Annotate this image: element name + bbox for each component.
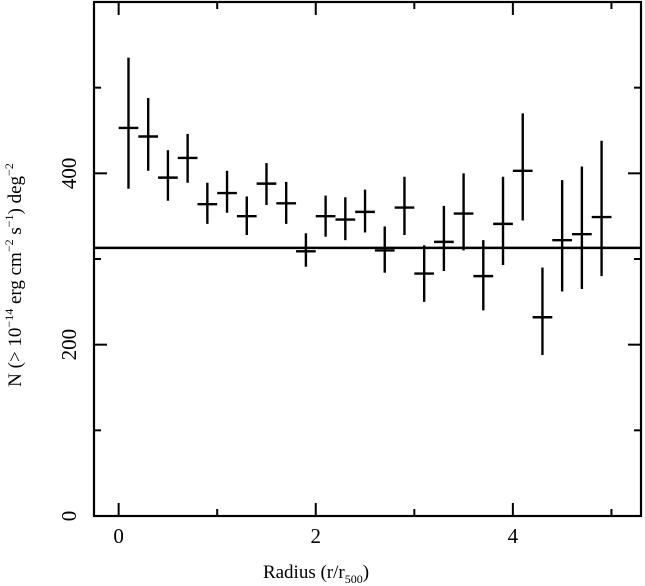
data-point [591, 140, 612, 277]
y-axis-label-part-5: −1 [2, 214, 16, 227]
x-tick-label-0: 0 [113, 524, 124, 548]
data-point [236, 196, 257, 236]
data-point [493, 176, 513, 265]
data-point [256, 163, 277, 206]
y-tick-label-1: 200 [57, 329, 81, 361]
y-tick-label-0: 0 [57, 511, 81, 522]
x-tick-label-2: 4 [508, 524, 519, 548]
data-point [572, 166, 592, 289]
x-tick-label-1: 2 [311, 524, 322, 548]
y-axis-label-part-2: erg cm [5, 252, 26, 309]
data-point [197, 182, 218, 224]
data-point [374, 226, 395, 273]
axis-ticks [94, 2, 641, 517]
y-axis-label-part-6: ) deg [5, 175, 26, 214]
data-point [355, 189, 375, 233]
data-point [414, 245, 435, 302]
data-point [177, 133, 198, 183]
tick-labels: 0 2 4 0 200 400 [57, 158, 519, 548]
x-axis-label-tail: ) [363, 562, 369, 583]
y-axis-label-part-7: −2 [2, 163, 16, 176]
y-axis-label-part-0: N (> 10 [5, 328, 26, 387]
data-point [315, 195, 336, 237]
y-tick-label-2: 400 [57, 158, 81, 190]
data-point [138, 97, 159, 171]
data-points [118, 57, 612, 355]
data-point [453, 173, 474, 251]
data-point [473, 240, 494, 311]
y-axis-label-part-3: −2 [2, 239, 16, 252]
data-point [532, 267, 553, 355]
data-point [118, 57, 139, 189]
x-axis-label-subscript: 500 [345, 572, 363, 586]
y-axis-label-part-1: −14 [2, 309, 16, 328]
x-axis-label-main: Radius (r/r [263, 562, 345, 583]
data-point [296, 233, 316, 267]
y-axis-label-part-4: s [5, 227, 26, 239]
data-point [394, 176, 415, 236]
x-axis-label: Radius (r/r500) [263, 562, 369, 586]
y-axis-label: N (> 10−14 erg cm−2 s−1) deg−2 [2, 163, 26, 387]
data-point [512, 113, 533, 221]
data-point [276, 181, 297, 224]
data-point [217, 170, 237, 213]
data-point [158, 150, 178, 201]
data-point [434, 205, 454, 271]
data-point [335, 197, 356, 241]
data-point [552, 180, 573, 292]
plot-frame [92, 0, 643, 518]
